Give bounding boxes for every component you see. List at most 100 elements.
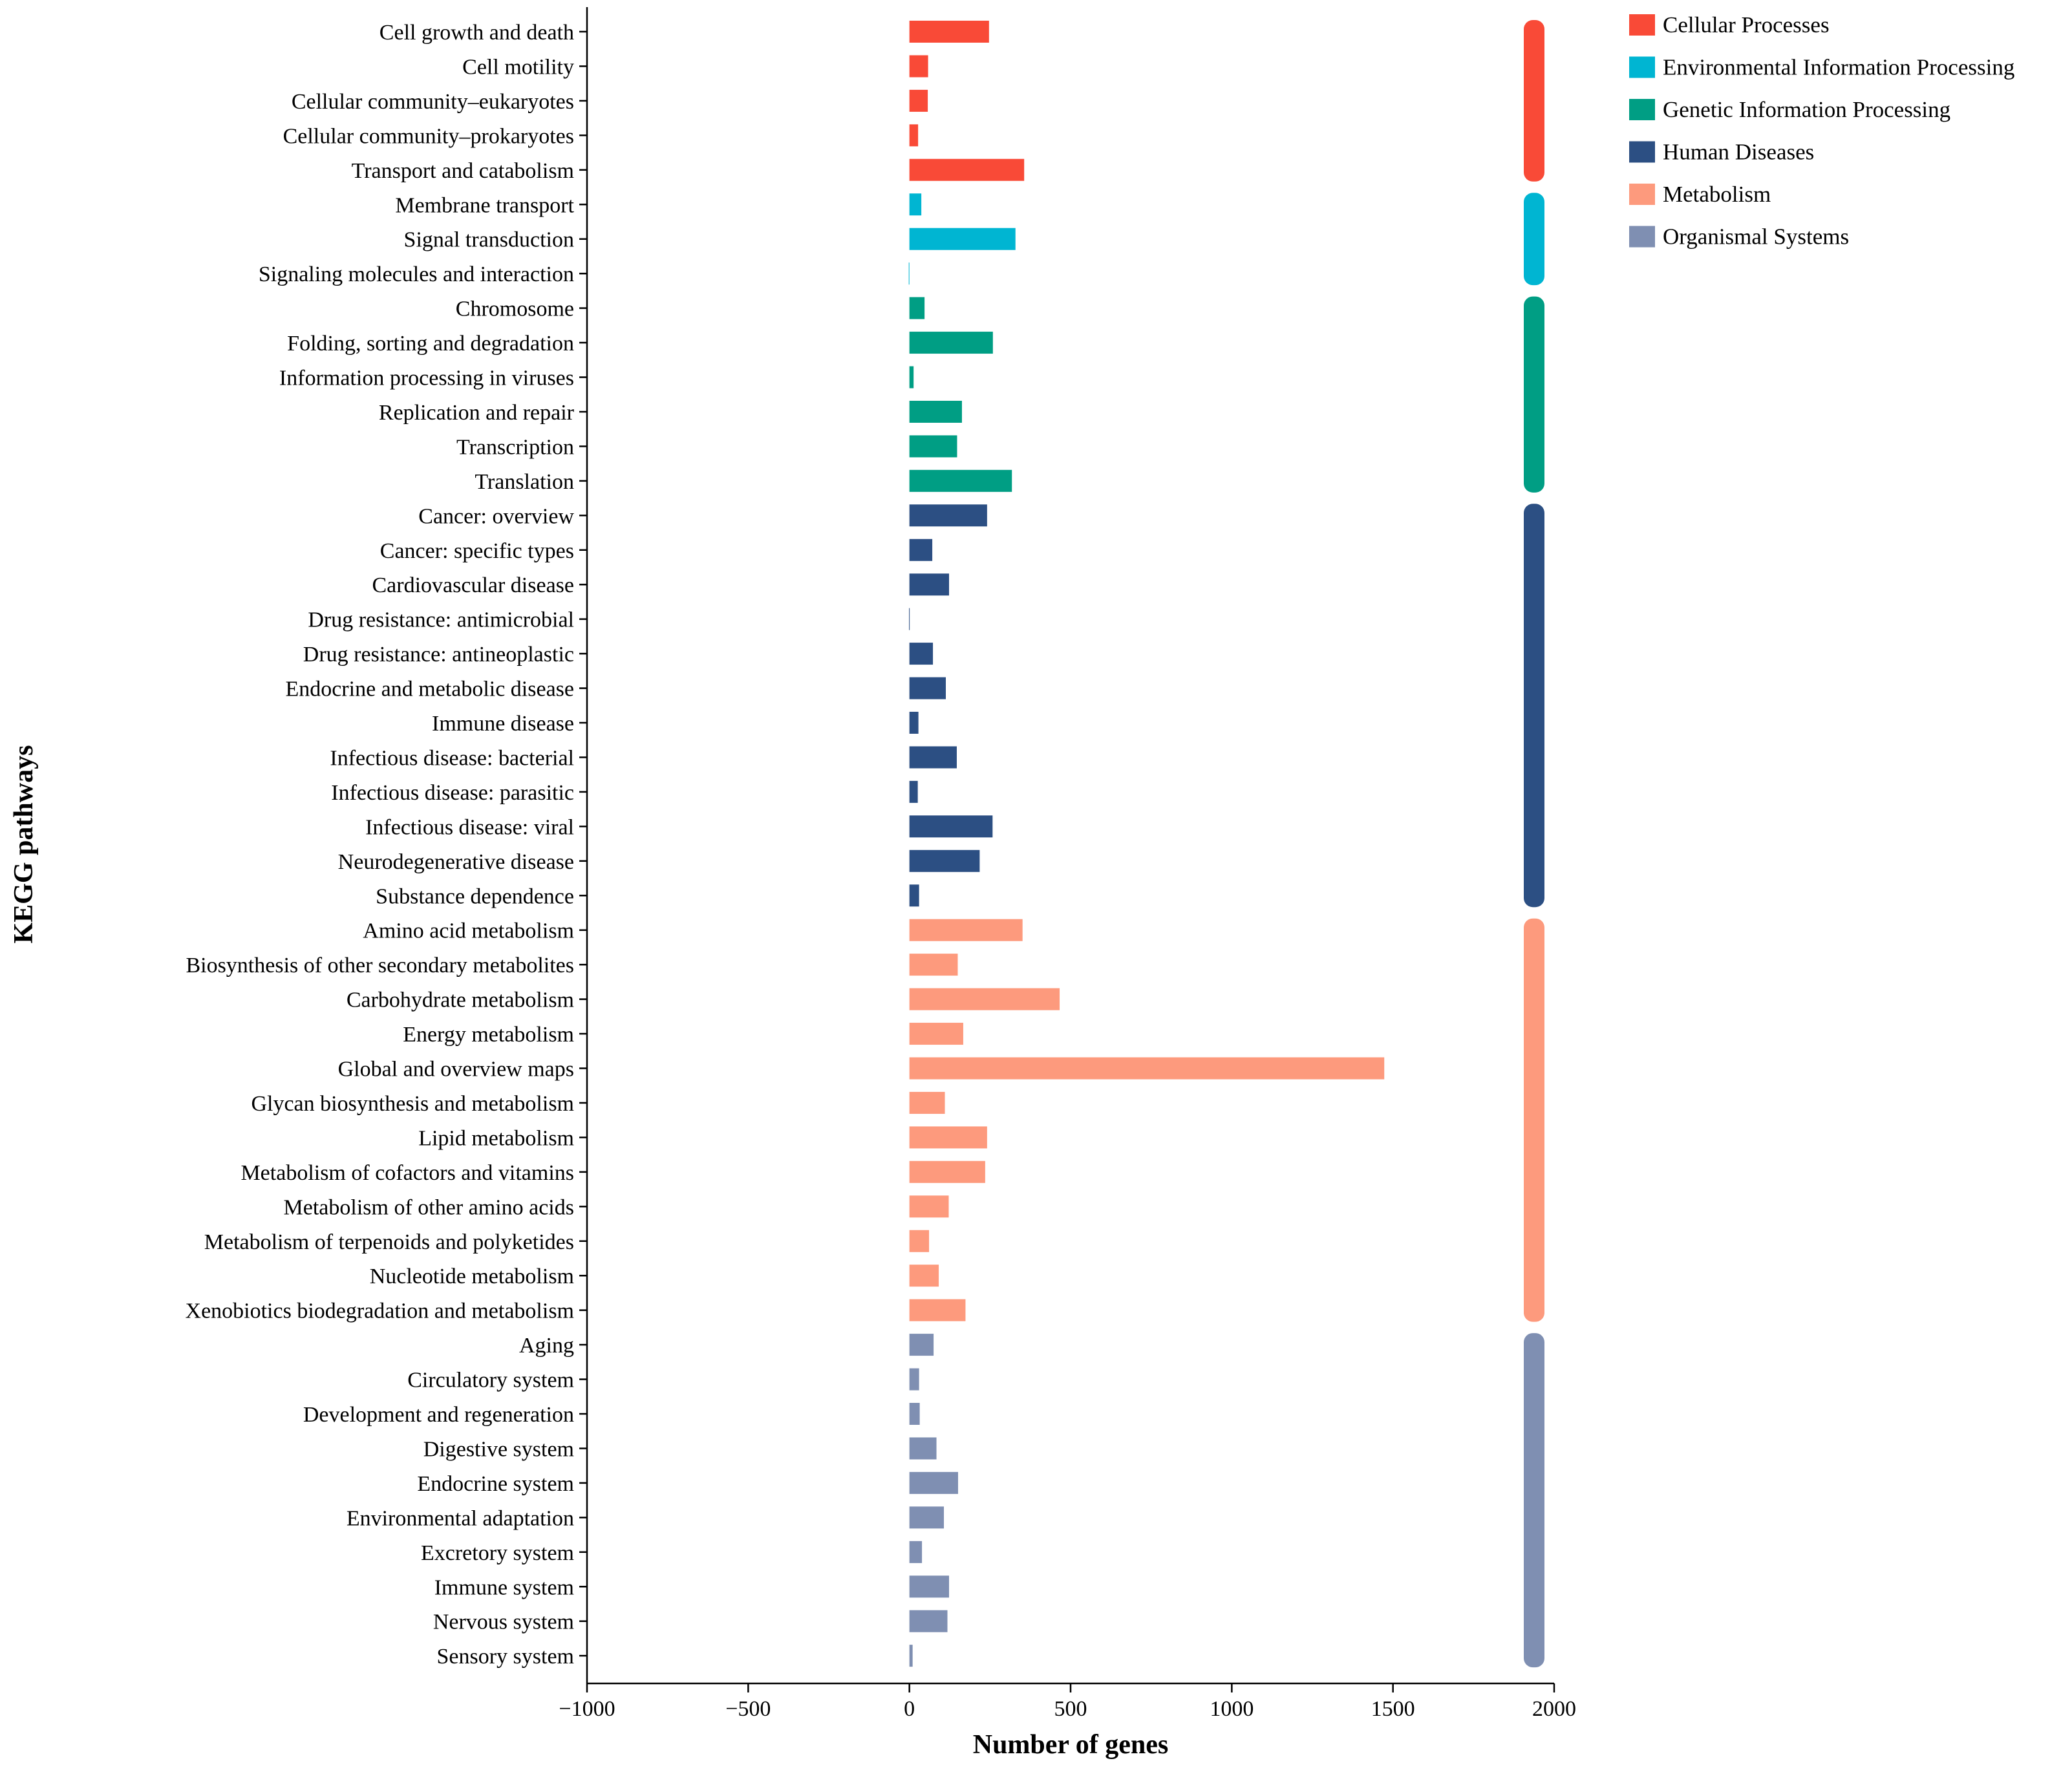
bar bbox=[909, 1575, 950, 1598]
category-label: Neurodegenerative disease bbox=[338, 850, 574, 874]
category-label: Energy metabolism bbox=[403, 1023, 574, 1047]
category-label: Folding, sorting and degradation bbox=[287, 332, 574, 356]
category-label: Infectious disease: parasitic bbox=[331, 781, 574, 805]
bar bbox=[909, 1645, 913, 1667]
bar bbox=[909, 1126, 987, 1149]
bar bbox=[909, 746, 957, 769]
category-label: Aging bbox=[519, 1334, 574, 1358]
category-label: Lipid metabolism bbox=[418, 1126, 574, 1150]
category-label: Amino acid metabolism bbox=[363, 919, 574, 943]
category-label: Xenobiotics biodegradation and metabolis… bbox=[186, 1299, 574, 1323]
category-label: Immune disease bbox=[432, 712, 574, 736]
category-label: Biosynthesis of other secondary metaboli… bbox=[186, 954, 574, 977]
category-labels-layer: Cell growth and death Cell motility Cellul… bbox=[186, 21, 575, 1669]
bar bbox=[909, 1368, 919, 1391]
legend-swatch bbox=[1629, 141, 1655, 163]
category-label: Cellular community–eukaryotes bbox=[292, 90, 574, 114]
bar bbox=[909, 1437, 937, 1460]
legend-swatch bbox=[1629, 226, 1655, 248]
x-tick-label: −500 bbox=[725, 1697, 771, 1721]
x-tick-label: 0 bbox=[904, 1697, 915, 1721]
category-label: Membrane transport bbox=[395, 193, 574, 217]
bar bbox=[909, 1195, 949, 1218]
bar bbox=[909, 608, 910, 630]
category-label: Cardiovascular disease bbox=[372, 573, 575, 597]
bar bbox=[909, 1403, 920, 1425]
bar bbox=[909, 332, 993, 354]
category-label: Development and regeneration bbox=[303, 1403, 574, 1427]
category-label: Replication and repair bbox=[379, 401, 575, 425]
category-label: Immune system bbox=[434, 1575, 574, 1599]
x-axis: −1000 −500 0 500 1000 1500 2000 bbox=[559, 7, 1576, 1721]
category-label: Environmental adaptation bbox=[347, 1506, 574, 1530]
bar bbox=[909, 539, 933, 561]
category-label: Transcription bbox=[456, 435, 574, 459]
legend-swatch bbox=[1629, 184, 1655, 205]
category-label: Information processing in viruses bbox=[279, 367, 574, 390]
bar bbox=[909, 435, 957, 458]
bar bbox=[909, 158, 1025, 181]
category-label: Chromosome bbox=[456, 297, 574, 321]
y-axis-title: KEGG pathways bbox=[9, 745, 39, 944]
bar bbox=[909, 21, 989, 43]
category-label: Cellular community–prokaryotes bbox=[283, 124, 574, 148]
bar bbox=[909, 954, 958, 976]
bar bbox=[909, 1160, 985, 1183]
bar bbox=[909, 1471, 958, 1494]
legend-label: Human Diseases bbox=[1663, 140, 1814, 165]
category-label: Cell growth and death bbox=[379, 21, 574, 45]
category-label: Excretory system bbox=[421, 1541, 574, 1565]
legend-label: Environmental Information Processing bbox=[1663, 55, 2014, 80]
bar bbox=[908, 262, 910, 285]
bar bbox=[909, 1265, 939, 1287]
bar bbox=[909, 884, 919, 907]
category-label: Transport and catabolism bbox=[352, 159, 574, 183]
bar bbox=[909, 849, 980, 872]
group-strips-layer bbox=[1524, 20, 1544, 1668]
category-label: Digestive system bbox=[423, 1437, 574, 1461]
group-strip bbox=[1524, 918, 1544, 1322]
x-tick-label: 2000 bbox=[1532, 1697, 1576, 1721]
bar bbox=[909, 1506, 945, 1529]
legend-swatch bbox=[1629, 14, 1655, 36]
bar bbox=[909, 400, 962, 423]
bar bbox=[909, 1541, 923, 1563]
x-tick-label: 500 bbox=[1054, 1697, 1087, 1721]
bar bbox=[909, 124, 919, 147]
category-label: Carbohydrate metabolism bbox=[347, 988, 574, 1012]
legend-label: Organismal Systems bbox=[1663, 224, 1849, 250]
bar bbox=[909, 712, 919, 734]
bar bbox=[909, 228, 1016, 250]
bar bbox=[909, 677, 946, 699]
bar bbox=[909, 1334, 934, 1356]
group-strip bbox=[1524, 296, 1544, 493]
bar bbox=[909, 815, 993, 838]
category-label: Nucleotide metabolism bbox=[370, 1265, 574, 1288]
bar bbox=[909, 297, 925, 319]
category-label: Endocrine and metabolic disease bbox=[285, 678, 574, 701]
x-tick-label: −1000 bbox=[559, 1697, 615, 1721]
category-label: Sensory system bbox=[437, 1645, 575, 1669]
legend: Cellular Processes Environmental Informat… bbox=[1629, 12, 2014, 250]
bar bbox=[909, 1230, 930, 1252]
category-label: Infectious disease: bacterial bbox=[330, 746, 574, 770]
x-tick-label: 1500 bbox=[1371, 1697, 1415, 1721]
bar bbox=[909, 193, 922, 216]
category-label: Global and overview maps bbox=[338, 1058, 574, 1082]
category-label: Circulatory system bbox=[407, 1369, 574, 1393]
bar bbox=[909, 988, 1060, 1010]
legend-label: Genetic Information Processing bbox=[1663, 97, 1950, 122]
bar bbox=[909, 1299, 966, 1321]
legend-swatch bbox=[1629, 99, 1655, 120]
bar bbox=[909, 1023, 963, 1045]
category-label: Nervous system bbox=[433, 1610, 574, 1634]
bar bbox=[909, 469, 1012, 492]
bars-layer bbox=[908, 21, 1385, 1667]
legend-label: Cellular Processes bbox=[1663, 12, 1830, 37]
category-label: Cancer: overview bbox=[418, 504, 574, 528]
bar bbox=[909, 919, 1023, 941]
bar bbox=[909, 366, 914, 389]
x-axis-title: Number of genes bbox=[973, 1730, 1169, 1760]
bar bbox=[909, 89, 928, 112]
